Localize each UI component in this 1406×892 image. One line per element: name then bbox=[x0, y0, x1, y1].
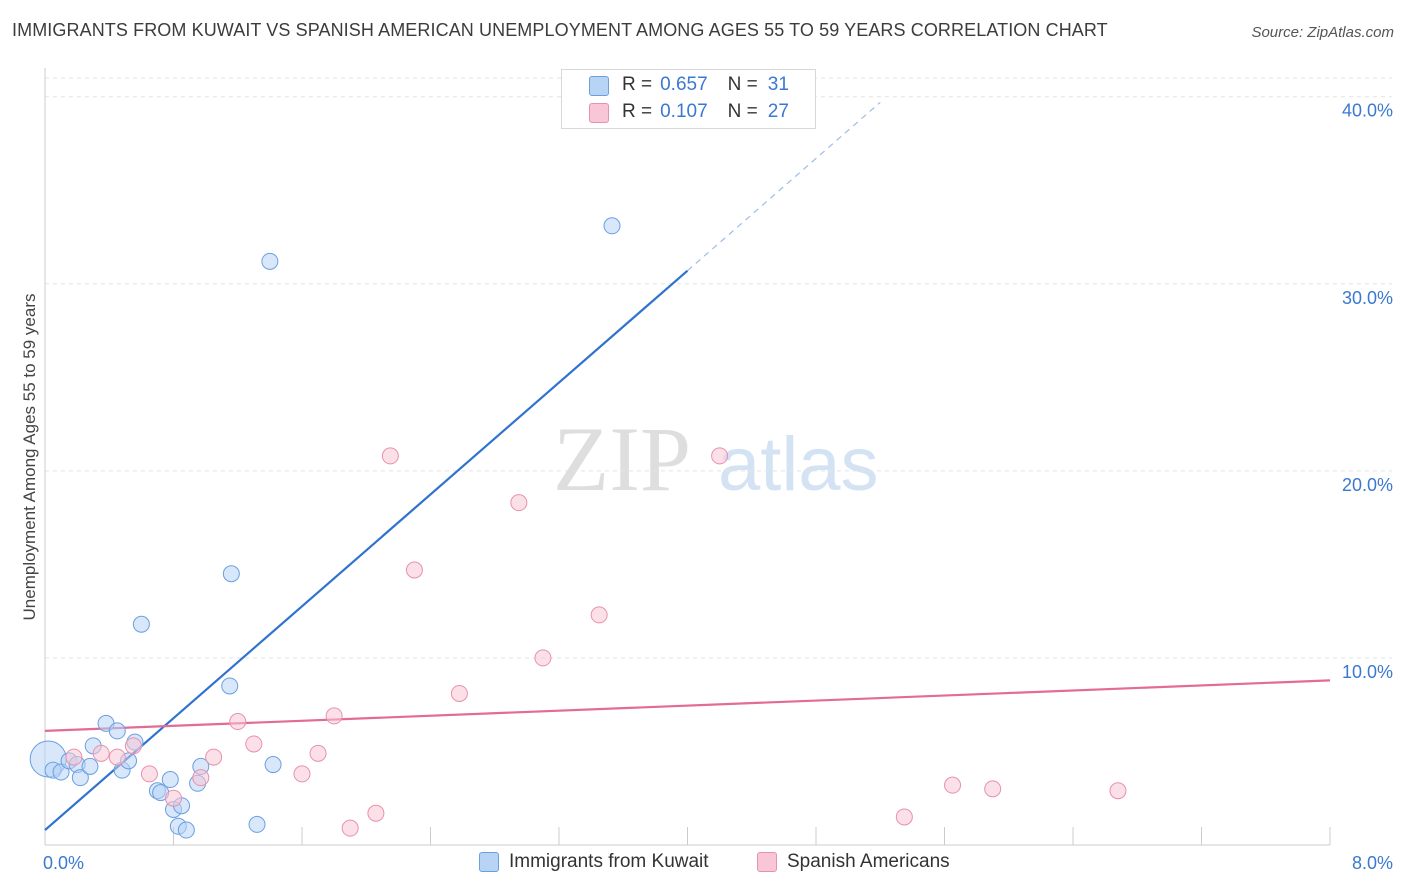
point-kuwait bbox=[221, 677, 239, 695]
point-spanish bbox=[590, 606, 608, 624]
point-kuwait bbox=[248, 815, 266, 833]
point-spanish bbox=[984, 780, 1002, 798]
legend-r-value: 0.107 bbox=[660, 101, 708, 122]
legend-n-label: N = bbox=[727, 74, 758, 95]
point-kuwait bbox=[222, 565, 240, 583]
data-points bbox=[29, 217, 1127, 839]
trendline-kuwait bbox=[44, 269, 689, 831]
point-spanish bbox=[108, 748, 126, 766]
point-spanish bbox=[895, 808, 913, 826]
legend-swatch-spanish-bottom bbox=[757, 852, 777, 872]
grid bbox=[45, 77, 1392, 659]
point-kuwait bbox=[81, 757, 99, 775]
legend-swatch-kuwait bbox=[589, 76, 609, 96]
chart-title: IMMIGRANTS FROM KUWAIT VS SPANISH AMERIC… bbox=[12, 20, 1108, 40]
trendline-kuwait-extension bbox=[687, 101, 881, 272]
point-kuwait bbox=[177, 821, 195, 839]
point-spanish bbox=[192, 769, 210, 787]
point-spanish bbox=[165, 789, 182, 807]
point-spanish bbox=[140, 765, 158, 783]
y-tick-label: 40.0% bbox=[1342, 101, 1393, 121]
point-kuwait bbox=[132, 615, 150, 633]
x-tick-label-max: 8.0% bbox=[1352, 853, 1393, 873]
legend-item-kuwait[interactable]: Immigrants from Kuwait bbox=[479, 851, 709, 873]
watermark-zip: ZIP bbox=[553, 408, 691, 510]
y-tick-label: 10.0% bbox=[1342, 662, 1393, 682]
legend-n-value: 31 bbox=[767, 74, 789, 95]
point-kuwait bbox=[264, 756, 282, 774]
point-spanish bbox=[534, 649, 552, 667]
point-spanish bbox=[367, 804, 385, 822]
point-spanish bbox=[381, 447, 399, 465]
point-spanish bbox=[341, 819, 359, 837]
point-spanish bbox=[205, 748, 223, 766]
watermark-atlas: atlas bbox=[718, 422, 879, 507]
point-spanish bbox=[450, 684, 468, 702]
series-legend: Immigrants from Kuwait Spanish Americans bbox=[0, 851, 1406, 879]
point-spanish bbox=[124, 737, 142, 755]
point-spanish bbox=[510, 494, 528, 512]
x-tick-label-min: 0.0% bbox=[43, 853, 84, 873]
y-tick-label: 30.0% bbox=[1342, 288, 1393, 308]
legend-r-label: R = bbox=[622, 74, 653, 95]
point-kuwait bbox=[161, 771, 179, 789]
point-kuwait bbox=[603, 217, 621, 235]
point-kuwait bbox=[71, 769, 89, 787]
legend-n-label: N = bbox=[727, 101, 758, 122]
point-kuwait bbox=[108, 722, 126, 740]
point-spanish bbox=[309, 744, 327, 762]
legend-swatch-spanish bbox=[589, 103, 609, 123]
trend-lines bbox=[44, 101, 1331, 831]
point-spanish bbox=[229, 713, 247, 731]
source-label: Source: ZipAtlas.com bbox=[1251, 24, 1394, 41]
point-spanish bbox=[92, 744, 110, 762]
point-spanish bbox=[325, 707, 343, 725]
legend-r-value: 0.657 bbox=[660, 74, 708, 95]
tick-labels: 10.0% 20.0% 30.0% 40.0% 0.0% 8.0% bbox=[43, 101, 1393, 873]
point-spanish bbox=[405, 561, 423, 579]
correlation-legend: R = 0.657 N = 31 R = 0.107 N = 27 bbox=[561, 69, 816, 129]
legend-row-spanish: R = 0.107 N = 27 bbox=[622, 101, 789, 123]
legend-label-spanish: Spanish Americans bbox=[787, 851, 950, 872]
point-spanish bbox=[944, 776, 962, 794]
point-spanish bbox=[1109, 782, 1127, 800]
legend-r-label: R = bbox=[622, 101, 653, 122]
legend-item-spanish[interactable]: Spanish Americans bbox=[757, 851, 950, 873]
legend-swatch-kuwait-bottom bbox=[479, 852, 499, 872]
point-spanish bbox=[65, 748, 83, 766]
point-kuwait bbox=[261, 252, 279, 270]
watermark: ZIP atlas bbox=[553, 408, 879, 510]
y-tick-label: 20.0% bbox=[1342, 475, 1393, 495]
legend-label-kuwait: Immigrants from Kuwait bbox=[509, 851, 709, 872]
legend-n-value: 27 bbox=[767, 101, 789, 122]
axes bbox=[44, 68, 1331, 846]
point-spanish bbox=[245, 735, 263, 753]
point-spanish bbox=[293, 765, 311, 783]
point-spanish bbox=[711, 447, 729, 465]
trendline-spanish bbox=[44, 679, 1331, 732]
legend-row-kuwait: R = 0.657 N = 31 bbox=[622, 74, 789, 96]
